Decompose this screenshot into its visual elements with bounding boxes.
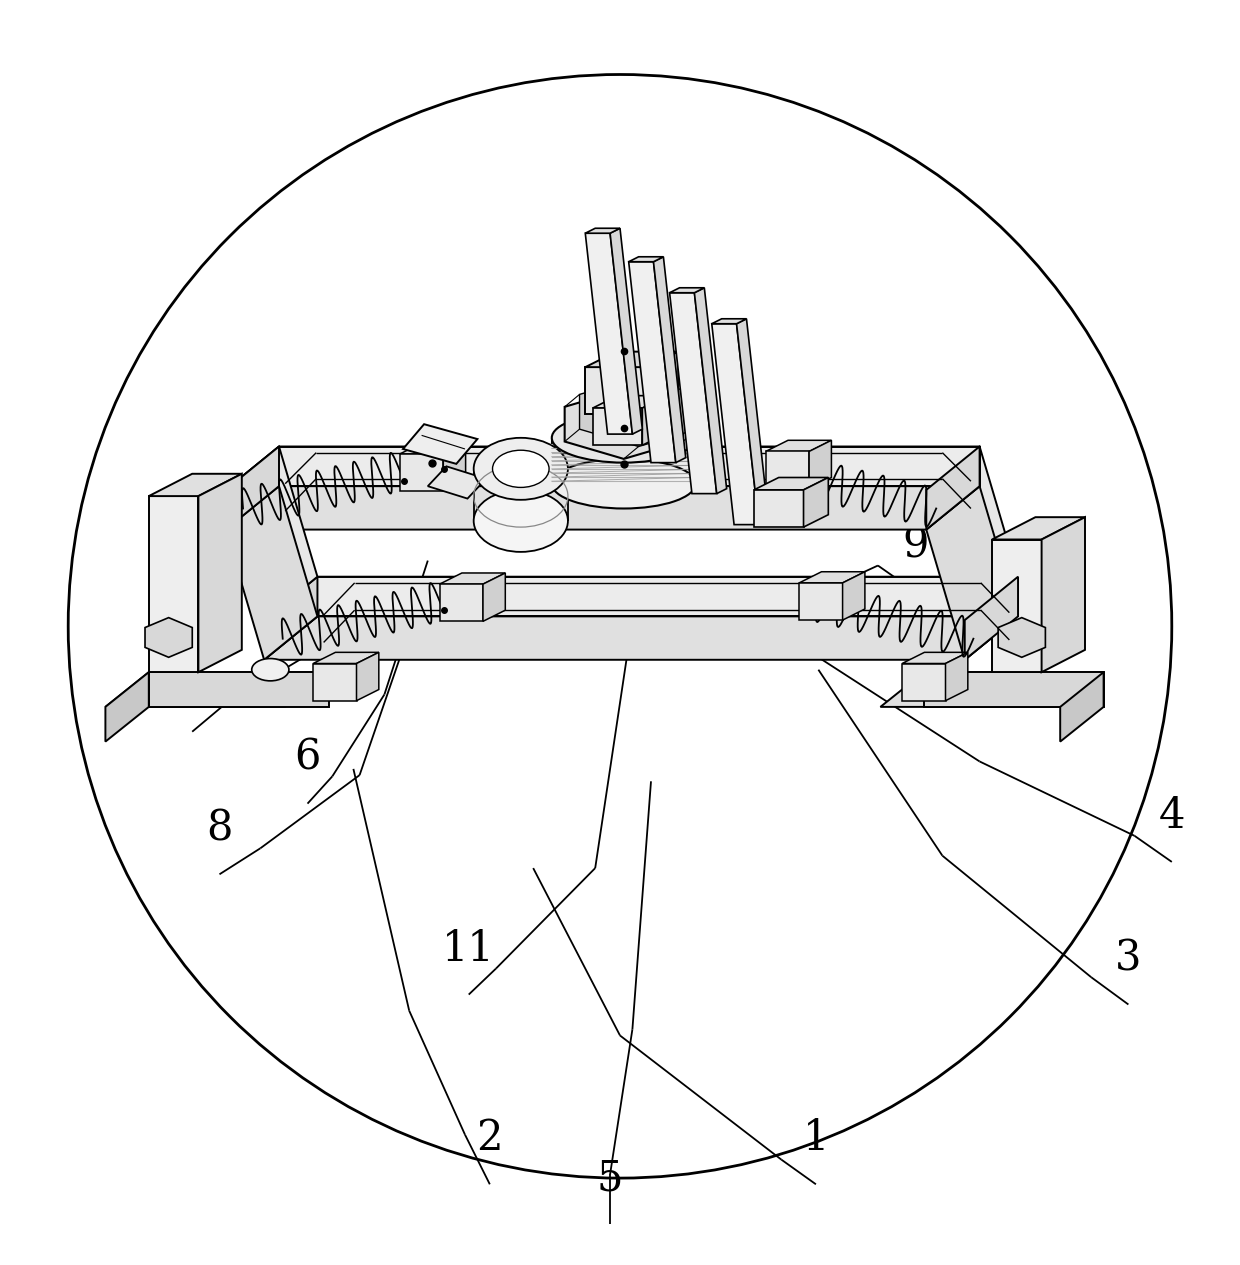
Polygon shape bbox=[226, 486, 980, 530]
Polygon shape bbox=[399, 443, 466, 454]
Polygon shape bbox=[808, 440, 831, 488]
Polygon shape bbox=[444, 443, 466, 491]
Polygon shape bbox=[926, 486, 1018, 660]
Polygon shape bbox=[653, 257, 686, 463]
Polygon shape bbox=[670, 287, 704, 292]
Polygon shape bbox=[312, 664, 357, 701]
Text: 6: 6 bbox=[294, 736, 321, 779]
Polygon shape bbox=[579, 377, 698, 447]
Polygon shape bbox=[226, 447, 279, 530]
Polygon shape bbox=[484, 573, 506, 621]
Polygon shape bbox=[992, 539, 1042, 672]
Polygon shape bbox=[800, 583, 843, 620]
Polygon shape bbox=[564, 390, 683, 459]
Text: 3: 3 bbox=[1115, 937, 1142, 979]
Polygon shape bbox=[149, 496, 198, 672]
Polygon shape bbox=[766, 440, 831, 452]
Polygon shape bbox=[610, 228, 642, 434]
Polygon shape bbox=[593, 396, 667, 409]
Polygon shape bbox=[694, 287, 727, 493]
Polygon shape bbox=[926, 447, 980, 530]
Polygon shape bbox=[766, 452, 808, 488]
Text: 4: 4 bbox=[1158, 796, 1185, 837]
Polygon shape bbox=[264, 577, 317, 660]
Ellipse shape bbox=[474, 438, 568, 500]
Polygon shape bbox=[105, 672, 329, 707]
Polygon shape bbox=[399, 454, 444, 491]
Polygon shape bbox=[226, 447, 980, 490]
Text: 2: 2 bbox=[476, 1117, 503, 1160]
Polygon shape bbox=[924, 672, 1104, 707]
Polygon shape bbox=[670, 292, 717, 493]
Polygon shape bbox=[754, 477, 828, 490]
Polygon shape bbox=[903, 653, 967, 664]
Polygon shape bbox=[585, 367, 647, 414]
Polygon shape bbox=[754, 490, 804, 528]
Polygon shape bbox=[998, 617, 1045, 658]
Polygon shape bbox=[800, 572, 866, 583]
Text: 7: 7 bbox=[179, 665, 206, 707]
Polygon shape bbox=[198, 474, 242, 672]
Polygon shape bbox=[279, 447, 980, 486]
Ellipse shape bbox=[492, 450, 549, 487]
Polygon shape bbox=[149, 672, 329, 707]
Ellipse shape bbox=[474, 490, 568, 552]
Polygon shape bbox=[642, 396, 667, 445]
Text: 9: 9 bbox=[901, 525, 929, 567]
Polygon shape bbox=[737, 319, 769, 525]
Polygon shape bbox=[264, 577, 1018, 620]
Polygon shape bbox=[428, 467, 486, 498]
Polygon shape bbox=[593, 409, 642, 445]
Polygon shape bbox=[403, 424, 477, 464]
Polygon shape bbox=[712, 319, 746, 324]
Polygon shape bbox=[880, 672, 1104, 707]
Polygon shape bbox=[149, 474, 242, 496]
Polygon shape bbox=[1060, 672, 1104, 741]
Polygon shape bbox=[357, 653, 379, 701]
Polygon shape bbox=[585, 352, 678, 367]
Polygon shape bbox=[629, 257, 663, 262]
Text: 8: 8 bbox=[206, 807, 233, 850]
Polygon shape bbox=[226, 447, 317, 620]
Text: 5: 5 bbox=[596, 1157, 624, 1199]
Polygon shape bbox=[965, 577, 1018, 660]
Polygon shape bbox=[585, 228, 620, 233]
Polygon shape bbox=[439, 584, 484, 621]
Polygon shape bbox=[945, 653, 967, 701]
Polygon shape bbox=[992, 517, 1085, 539]
Polygon shape bbox=[105, 672, 149, 741]
Polygon shape bbox=[804, 477, 828, 528]
Ellipse shape bbox=[552, 412, 696, 463]
Polygon shape bbox=[226, 486, 317, 660]
Polygon shape bbox=[843, 572, 866, 620]
Polygon shape bbox=[1042, 517, 1085, 672]
Ellipse shape bbox=[252, 659, 289, 681]
Text: 1: 1 bbox=[802, 1117, 830, 1160]
Polygon shape bbox=[585, 233, 632, 434]
Polygon shape bbox=[312, 653, 379, 664]
Text: 11: 11 bbox=[443, 927, 495, 970]
Polygon shape bbox=[317, 577, 1018, 616]
Polygon shape bbox=[926, 447, 1018, 620]
Ellipse shape bbox=[552, 459, 696, 509]
Polygon shape bbox=[264, 616, 1018, 660]
Polygon shape bbox=[903, 664, 945, 701]
Polygon shape bbox=[629, 262, 676, 463]
Polygon shape bbox=[712, 324, 759, 525]
Polygon shape bbox=[145, 617, 192, 658]
Polygon shape bbox=[439, 573, 506, 584]
Polygon shape bbox=[647, 352, 678, 414]
